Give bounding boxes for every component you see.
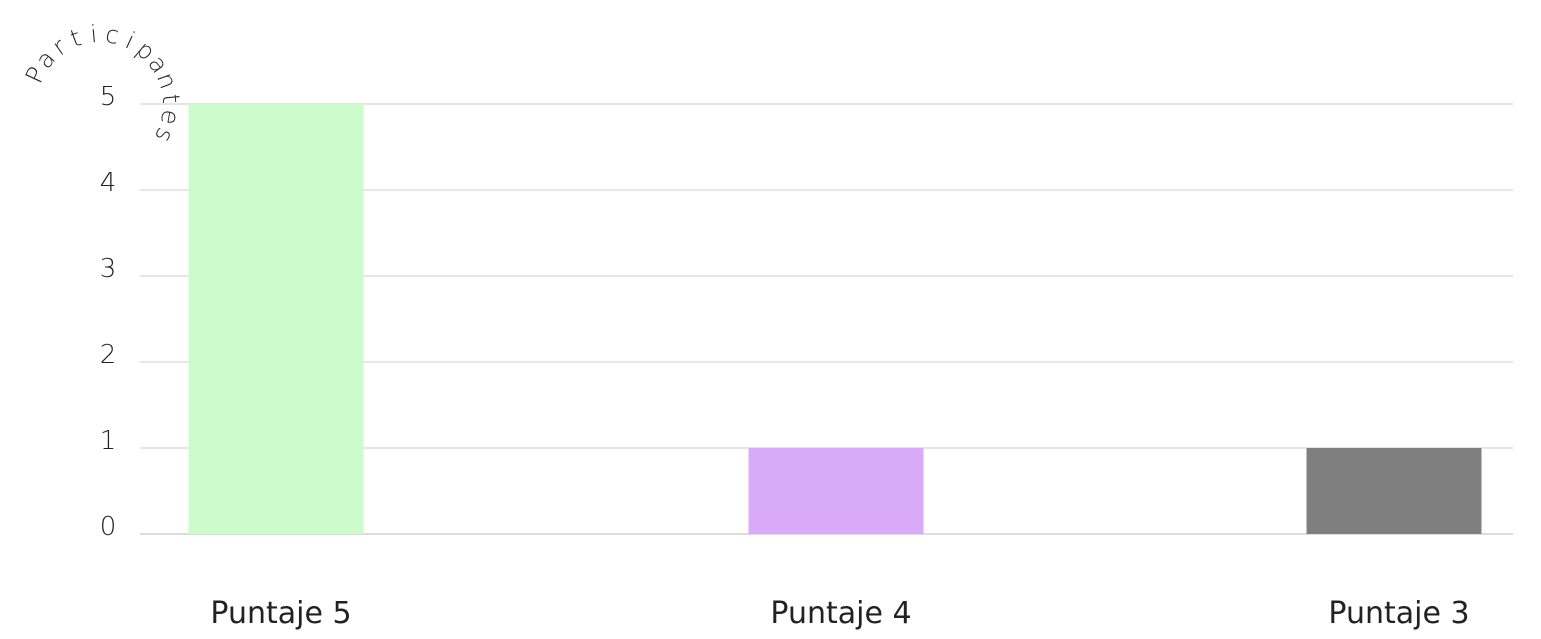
- x-tick-label: Puntaje 4: [770, 596, 911, 631]
- bar-puntaje-3: [1306, 448, 1482, 534]
- y-tick-labels: 0 1 2 3 4 5: [100, 82, 117, 542]
- y-axis-label-letter: c: [103, 20, 121, 50]
- y-axis-label-letter: s: [149, 123, 180, 146]
- bar-puntaje-5: [188, 104, 364, 534]
- x-tick-label: Puntaje 5: [210, 596, 351, 631]
- y-tick-label: 3: [100, 254, 117, 284]
- y-axis-label-letter: t: [156, 93, 185, 105]
- y-axis-label-letter: e: [155, 108, 185, 127]
- y-axis-label-letter: i: [89, 20, 98, 48]
- bars: [188, 104, 1482, 534]
- y-tick-label: 0: [100, 512, 117, 542]
- y-axis-label-letter: t: [67, 24, 85, 54]
- bar-puntaje-4: [748, 448, 924, 534]
- y-tick-label: 5: [100, 82, 117, 112]
- y-tick-label: 1: [100, 426, 117, 456]
- y-tick-label: 2: [100, 340, 117, 370]
- x-tick-labels: Puntaje 5 Puntaje 4 Puntaje 3: [210, 596, 1469, 631]
- y-tick-label: 4: [100, 168, 117, 198]
- gridlines: [140, 103, 1513, 535]
- x-tick-label: Puntaje 3: [1328, 596, 1469, 631]
